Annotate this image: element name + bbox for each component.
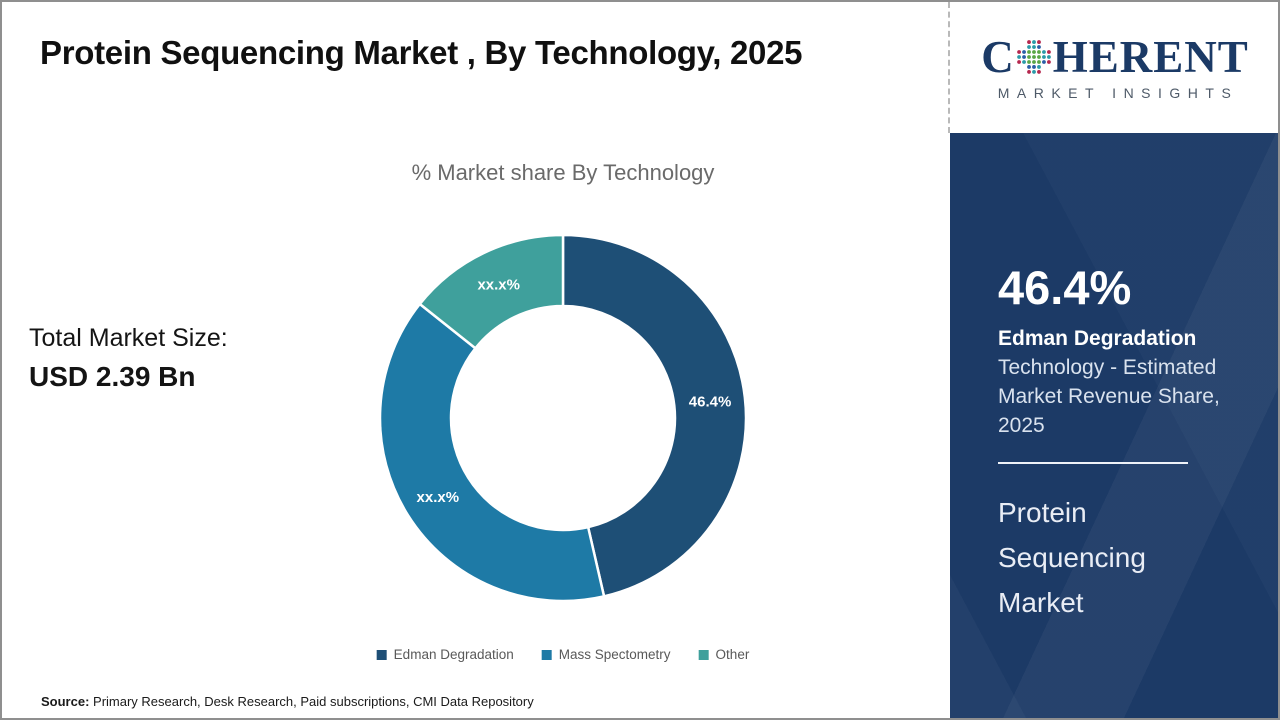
slice-label: xx.x% bbox=[417, 489, 460, 506]
legend-item-mass-spectometry: Mass Spectometry bbox=[541, 647, 671, 662]
donut-chart: 46.4% xx.x% xx.x% bbox=[378, 233, 748, 603]
legend-label: Edman Degradation bbox=[393, 647, 514, 662]
legend-swatch-icon bbox=[698, 649, 709, 660]
brand-logo: C bbox=[950, 2, 1278, 133]
slice-label: xx.x% bbox=[477, 277, 520, 294]
sidebar-report-title: Protein Sequencing Market bbox=[998, 497, 1146, 618]
legend-swatch-icon bbox=[376, 649, 387, 660]
sidebar-stat-value: 46.4% bbox=[998, 261, 1132, 314]
source-text-value: Primary Research, Desk Research, Paid su… bbox=[93, 694, 534, 709]
sidebar-stat-description: Technology - Estimated Market Revenue Sh… bbox=[998, 356, 1220, 437]
source-label: Source: bbox=[41, 694, 90, 709]
logo-globe-icon bbox=[1016, 40, 1051, 74]
total-market-block: Total Market Size: USD 2.39 Bn bbox=[29, 324, 228, 393]
donut-slice-mass-spectometry bbox=[378, 302, 606, 603]
legend-swatch-icon bbox=[541, 649, 552, 660]
sidebar-content: 46.4% Edman Degradation Technology - Est… bbox=[950, 133, 1278, 625]
page-title: Protein Sequencing Market , By Technolog… bbox=[40, 34, 803, 71]
legend-label: Mass Spectometry bbox=[558, 647, 671, 662]
source-note: Source: Primary Research, Desk Research,… bbox=[41, 694, 534, 709]
sidebar-stat-title: Edman Degradation bbox=[998, 327, 1197, 350]
donut-slice-other bbox=[418, 233, 565, 351]
sidebar-divider bbox=[998, 462, 1188, 464]
legend-item-other: Other bbox=[698, 647, 750, 662]
logo-wordmark: C bbox=[981, 31, 1249, 82]
chart-title: % Market share By Technology bbox=[411, 160, 715, 185]
right-sidebar: 46.4% Edman Degradation Technology - Est… bbox=[950, 133, 1278, 718]
total-market-label: Total Market Size: bbox=[29, 324, 228, 352]
chart-legend: Edman Degradation Mass Spectometry Other bbox=[376, 647, 750, 662]
donut-slice-edman-degradation bbox=[561, 233, 748, 598]
dashed-divider bbox=[948, 2, 950, 133]
logo-tagline: MARKET INSIGHTS bbox=[997, 84, 1239, 101]
legend-item-edman-degradation: Edman Degradation bbox=[376, 647, 514, 662]
legend-label: Other bbox=[715, 647, 750, 662]
total-market-value: USD 2.39 Bn bbox=[29, 361, 196, 392]
logo-letters-rest: HERENT bbox=[1052, 31, 1249, 82]
logo-letter-c: C bbox=[981, 31, 1015, 82]
slice-label: 46.4% bbox=[689, 393, 732, 410]
